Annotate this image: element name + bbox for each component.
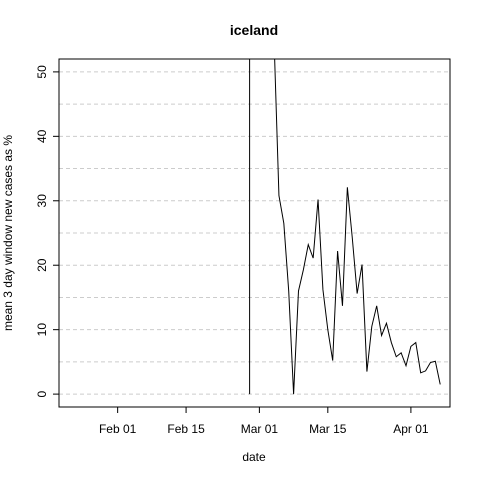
plot-frame [58,58,451,408]
y-axis-title: mean 3 day window new cases as % [1,135,15,331]
chart-title: iceland [230,22,278,38]
x-tick-label: Mar 15 [309,422,347,436]
y-tick-label: 20 [35,258,49,272]
x-tick-label: Mar 01 [241,422,279,436]
y-tick-label: 30 [35,194,49,208]
plot-area [249,59,441,395]
y-tick-label: 10 [35,323,49,337]
x-tick-label: Apr 01 [393,422,429,436]
y-tick-label: 0 [35,390,49,397]
y-tick-label: 50 [35,65,49,79]
axis-ticks: 0 10 20 30 40 50 Feb 01 Feb 15 Mar 01 Mar 15 Apr 0… [35,65,429,436]
x-axis-title: date [242,450,266,464]
grid-lines [59,71,450,395]
y-tick-label: 40 [35,129,49,143]
x-tick-label: Feb 15 [167,422,205,436]
x-tick-label: Feb 01 [99,422,137,436]
series-line [249,59,441,395]
